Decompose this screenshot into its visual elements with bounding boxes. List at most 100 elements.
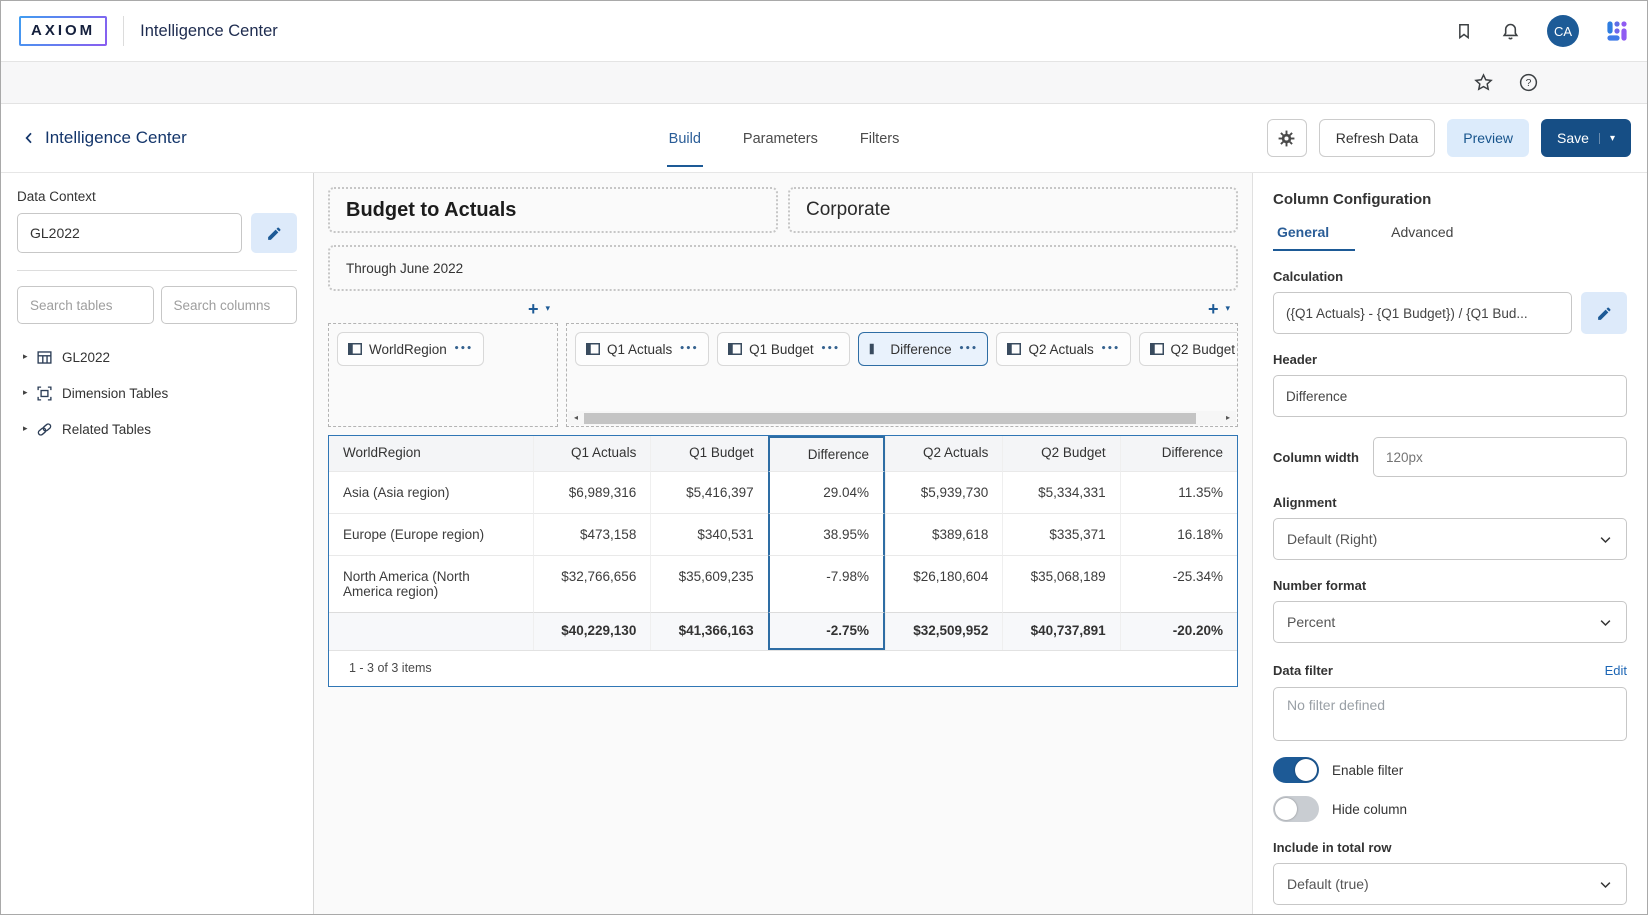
scroll-right-arrow[interactable]: ▸: [1225, 413, 1230, 422]
edit-data-context-button[interactable]: [251, 213, 297, 253]
column-fields-zone[interactable]: Q1 Actuals ••• Q1 Budget ••• Difference …: [566, 323, 1238, 427]
enable-filter-toggle[interactable]: [1273, 757, 1319, 783]
bell-icon: [1500, 21, 1521, 42]
include-total-select[interactable]: Default (true): [1273, 863, 1627, 905]
grid-row-north-america: North America (North America region) $32…: [329, 555, 1237, 612]
grid-cell-selected: 38.95%: [767, 513, 885, 555]
tree-item-gl2022[interactable]: ▸ GL2022: [17, 344, 297, 370]
grid-header-cell[interactable]: Q2 Budget: [1002, 436, 1120, 471]
grid-cell: $5,416,397: [650, 471, 768, 513]
content-area: Data Context ▸: [1, 172, 1647, 914]
search-columns-input[interactable]: [160, 286, 297, 324]
column-width-label: Column width: [1273, 449, 1359, 465]
chip-q2-budget[interactable]: Q2 Budget •••: [1138, 332, 1237, 366]
grid-total-cell: $40,229,130: [533, 612, 651, 650]
calculation-input[interactable]: [1273, 292, 1572, 334]
column-configuration-panel: Column Configuration General Advanced Ca…: [1252, 173, 1647, 914]
tab-filters[interactable]: Filters: [859, 131, 900, 147]
tree-item-related-tables[interactable]: ▸ Related Tables: [17, 416, 297, 442]
grid-header-cell[interactable]: Q1 Budget: [650, 436, 768, 471]
chip-q1-budget[interactable]: Q1 Budget •••: [717, 332, 851, 366]
notifications-button[interactable]: [1500, 21, 1521, 42]
grid-header-cell-selected[interactable]: Difference: [767, 436, 885, 471]
refresh-data-button[interactable]: Refresh Data: [1318, 119, 1436, 157]
chip-difference-selected[interactable]: Difference •••: [858, 332, 989, 366]
column-icon: [728, 343, 743, 355]
chip-more-button[interactable]: •••: [453, 344, 473, 354]
grid-total-cell: -20.20%: [1119, 612, 1237, 650]
column-icon: [1149, 343, 1164, 355]
toolbar-actions: Refresh Data Preview Save ▾: [1266, 119, 1631, 157]
alignment-select[interactable]: Default (Right): [1273, 518, 1627, 560]
chip-more-button[interactable]: •••: [679, 344, 699, 354]
search-tables-input[interactable]: [17, 286, 154, 324]
expand-caret-icon[interactable]: ▸: [23, 352, 28, 362]
grid-header-cell[interactable]: Difference: [1119, 436, 1237, 471]
report-header-right-box[interactable]: Corporate: [788, 187, 1238, 233]
save-button[interactable]: Save ▾: [1541, 119, 1631, 157]
chip-q1-actuals[interactable]: Q1 Actuals •••: [575, 332, 710, 366]
column-icon: [869, 343, 883, 355]
chip-more-button[interactable]: •••: [820, 344, 840, 354]
hide-column-toggle[interactable]: [1273, 796, 1319, 822]
hide-column-label: Hide column: [1332, 801, 1408, 817]
grid-cell: $35,609,235: [650, 555, 768, 612]
expand-caret-icon[interactable]: ▸: [23, 388, 28, 398]
edit-calculation-button[interactable]: [1581, 292, 1627, 334]
gear-icon: [1277, 129, 1296, 148]
top-actions: CA: [1454, 15, 1629, 47]
app-switcher-button[interactable]: [1605, 19, 1629, 43]
row-fields-zone[interactable]: WorldRegion •••: [328, 323, 558, 427]
scrollbar-thumb[interactable]: [584, 412, 1196, 424]
data-context-input[interactable]: [17, 213, 242, 253]
tab-general[interactable]: General: [1273, 224, 1356, 251]
user-avatar[interactable]: CA: [1547, 15, 1579, 47]
tab-advanced[interactable]: Advanced: [1391, 224, 1454, 240]
chip-more-button[interactable]: •••: [1100, 344, 1120, 354]
help-button[interactable]: ?: [1518, 72, 1539, 93]
number-format-select[interactable]: Percent: [1273, 601, 1627, 643]
grid-header-cell[interactable]: WorldRegion: [329, 436, 533, 471]
tab-build[interactable]: Build: [666, 109, 703, 167]
data-context-label: Data Context: [17, 189, 96, 204]
grid-header-cell[interactable]: Q2 Actuals: [885, 436, 1003, 471]
report-title-box[interactable]: Budget to Actuals: [328, 187, 778, 233]
axiom-logo-text: AXIOM: [31, 22, 96, 39]
column-icon: [348, 343, 362, 355]
chip-q2-actuals[interactable]: Q2 Actuals •••: [996, 332, 1131, 366]
grid-total-cell: $41,366,163: [650, 612, 768, 650]
back-link[interactable]: Intelligence Center: [21, 128, 187, 148]
tree-item-dimension-tables[interactable]: ▸ Dimension Tables: [17, 380, 297, 406]
add-column-field-caret[interactable]: ▾: [1225, 304, 1230, 314]
bookmark-button[interactable]: [1454, 21, 1474, 41]
grid-cell: $5,939,730: [885, 471, 1003, 513]
link-icon: [36, 421, 53, 438]
chip-more-button[interactable]: •••: [958, 344, 978, 354]
alignment-value: Default (Right): [1287, 531, 1378, 547]
table-icon: [36, 349, 53, 366]
header-input[interactable]: [1273, 375, 1627, 417]
axiom-logo: AXIOM: [19, 16, 108, 46]
data-filter-box[interactable]: No filter defined: [1273, 687, 1627, 741]
add-column-field-button[interactable]: +: [1207, 299, 1219, 319]
panel-title: Column Configuration: [1273, 191, 1432, 208]
tab-parameters[interactable]: Parameters: [742, 131, 818, 147]
grid-header-cell[interactable]: Q1 Actuals: [533, 436, 651, 471]
report-subheader-box[interactable]: Through June 2022: [328, 245, 1238, 291]
save-dropdown-caret[interactable]: ▾: [1598, 132, 1615, 144]
brand-divider: [123, 16, 125, 46]
chip-worldregion[interactable]: WorldRegion •••: [337, 332, 484, 366]
add-row-field-caret[interactable]: ▾: [545, 304, 550, 314]
favorite-button[interactable]: [1473, 72, 1494, 93]
grid-cell: $35,068,189: [1002, 555, 1120, 612]
preview-button[interactable]: Preview: [1447, 119, 1530, 157]
horizontal-scrollbar[interactable]: ◂ ▸: [568, 411, 1236, 425]
scroll-left-arrow[interactable]: ◂: [573, 413, 578, 422]
settings-button[interactable]: [1266, 119, 1307, 157]
edit-filter-link[interactable]: Edit: [1604, 663, 1627, 678]
grid-total-cell: [329, 612, 533, 650]
add-row-field-button[interactable]: +: [527, 299, 539, 319]
grid-cell-selected: -7.98%: [767, 555, 885, 612]
column-width-input[interactable]: [1372, 437, 1627, 477]
expand-caret-icon[interactable]: ▸: [23, 424, 28, 434]
